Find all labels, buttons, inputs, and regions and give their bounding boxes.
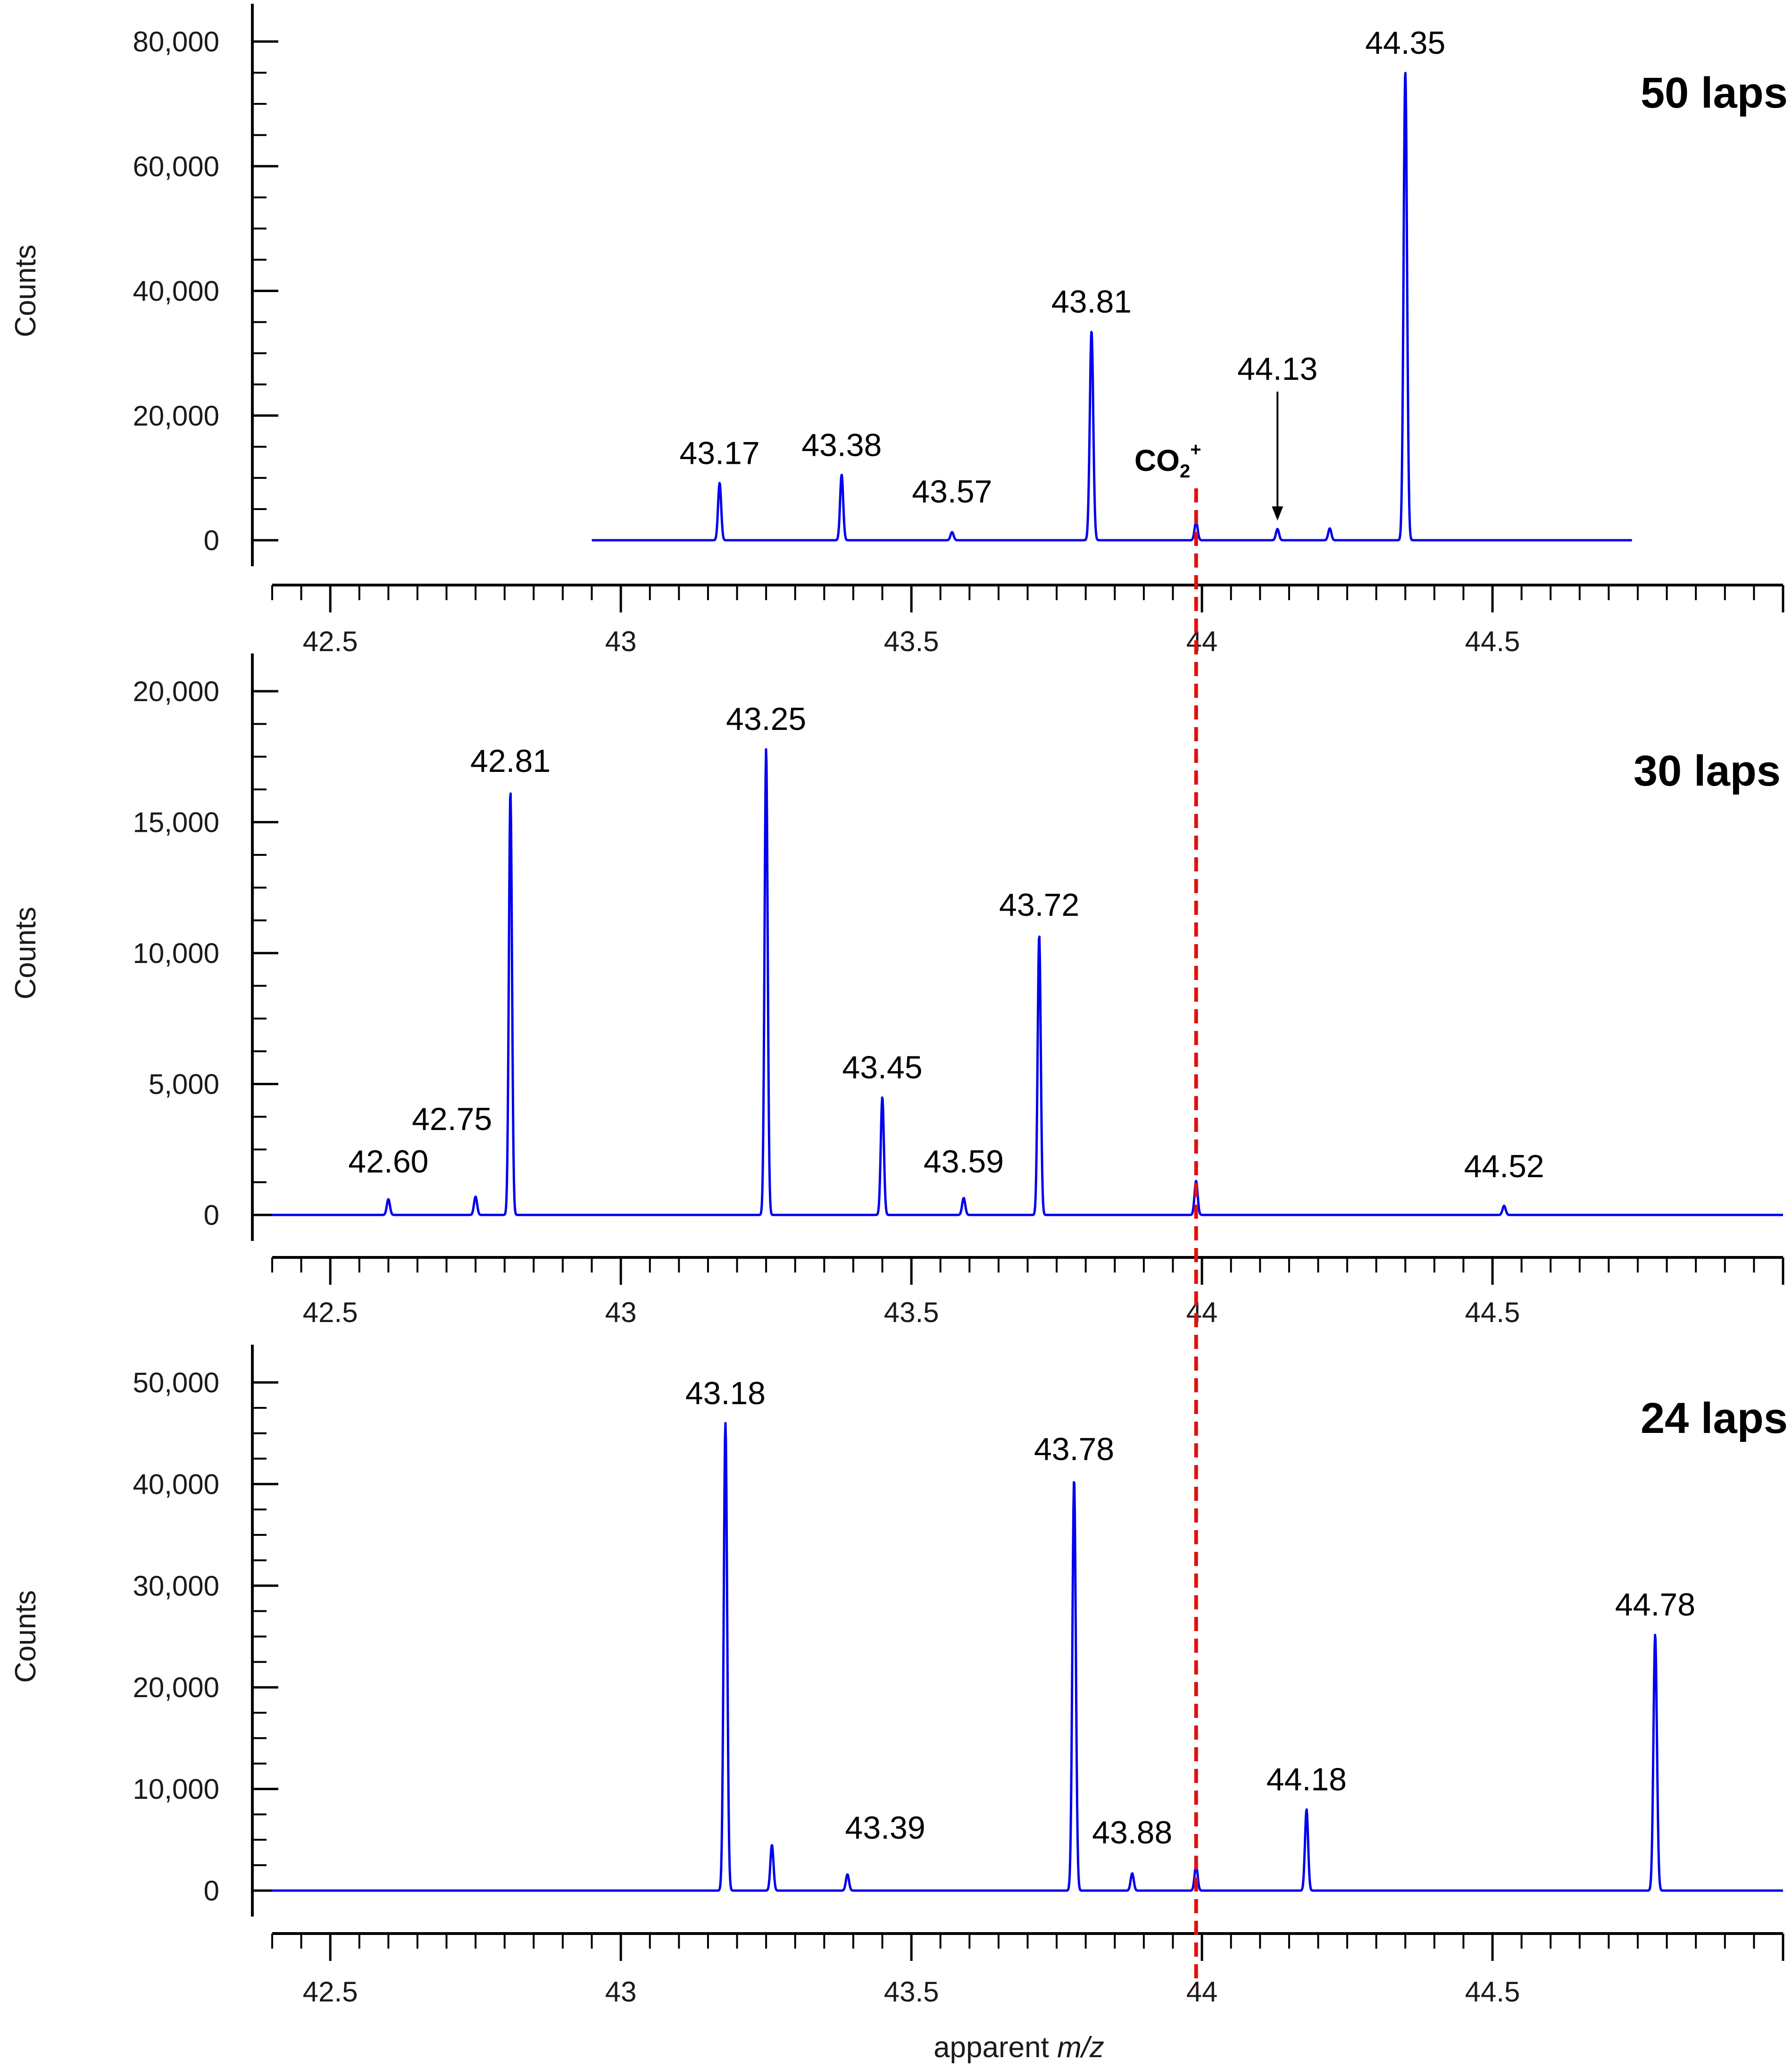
peak-label: 43.59 xyxy=(924,1144,1004,1180)
peak-label: 44.13 xyxy=(1237,351,1317,387)
peak-label: 42.75 xyxy=(412,1101,492,1137)
peak-label: 43.45 xyxy=(842,1049,922,1085)
peak-label: 43.17 xyxy=(679,435,759,471)
x-tick-label: 44 xyxy=(1186,1297,1218,1328)
x-tick-label: 43.5 xyxy=(884,1976,939,2008)
x-tick-label: 44.5 xyxy=(1465,626,1520,657)
x-tick-label: 43 xyxy=(605,1297,637,1328)
panels: 0 20,000 40,000 60,000 80,000 Counts 42.5 43 43.… xyxy=(9,4,1788,2008)
arrow-head xyxy=(1272,506,1284,521)
spectrum-line xyxy=(271,1422,1784,1892)
peak-label: 43.18 xyxy=(685,1375,766,1411)
peak-label: 42.81 xyxy=(470,743,550,779)
x-tick-label: 43 xyxy=(605,1976,637,2008)
y-tick-label: 20,000 xyxy=(133,1672,219,1703)
co2-annotation: CO2+ xyxy=(1134,439,1201,482)
y-tick-label: 0 xyxy=(204,525,219,556)
peak-label: 44.52 xyxy=(1464,1148,1544,1184)
laps-label: 50 laps xyxy=(1641,69,1788,117)
y-axis-title: Counts xyxy=(9,907,42,999)
y-tick-label: 10,000 xyxy=(133,938,219,969)
x-tick-label: 42.5 xyxy=(303,1976,358,2008)
y-tick-label: 5,000 xyxy=(149,1069,219,1100)
x-tick-label: 44.5 xyxy=(1465,1297,1520,1328)
peak-label: 44.18 xyxy=(1267,1762,1347,1798)
spectrum-line xyxy=(271,748,1784,1216)
peak-label: 44.35 xyxy=(1365,25,1445,61)
y-tick-label: 15,000 xyxy=(133,807,219,838)
peak-label: 44.78 xyxy=(1615,1587,1695,1623)
x-tick-label: 43 xyxy=(605,626,637,657)
peak-label: 43.81 xyxy=(1051,284,1132,319)
y-tick-label: 0 xyxy=(204,1875,219,1907)
y-tick-label: 20,000 xyxy=(133,676,219,707)
peak-label: 43.39 xyxy=(845,1810,925,1846)
y-tick-label: 20,000 xyxy=(133,400,219,432)
peak-label: 42.60 xyxy=(348,1144,428,1180)
x-tick-label: 44.5 xyxy=(1465,1976,1520,2008)
spectrum-line xyxy=(591,72,1633,542)
x-axis-title: apparent m/z xyxy=(934,2031,1104,2064)
y-tick-label: 60,000 xyxy=(133,151,219,182)
y-tick-label: 40,000 xyxy=(133,1468,219,1500)
peak-label: 43.25 xyxy=(726,701,806,737)
peak-label: 43.72 xyxy=(999,887,1079,923)
panel-3: 0 10,000 20,000 30,000 40,000 50,000 Counts 42.… xyxy=(9,1345,1788,2008)
x-tick-label: 43.5 xyxy=(884,626,939,657)
y-tick-label: 30,000 xyxy=(133,1570,219,1602)
laps-label: 30 laps xyxy=(1634,747,1781,795)
x-tick-label: 42.5 xyxy=(303,626,358,657)
x-tick-label: 43.5 xyxy=(884,1297,939,1328)
y-axis-title: Counts xyxy=(9,1590,42,1683)
x-tick-label: 44 xyxy=(1186,1976,1218,2008)
peak-label: 43.38 xyxy=(801,427,882,463)
y-tick-label: 80,000 xyxy=(133,26,219,58)
laps-label: 24 laps xyxy=(1641,1394,1788,1442)
y-axis-title: Counts xyxy=(9,244,42,337)
y-tick-label: 40,000 xyxy=(133,276,219,307)
peak-label: 43.88 xyxy=(1092,1815,1172,1850)
co2-label: CO2+ xyxy=(1134,439,1201,482)
panel-2: 0 5,000 10,000 15,000 20,000 Counts 42.5 43 43.5… xyxy=(9,653,1784,1328)
y-tick-label: 10,000 xyxy=(133,1774,219,1805)
y-tick-label: 50,000 xyxy=(133,1367,219,1398)
y-tick-label: 0 xyxy=(204,1199,219,1231)
x-tick-label: 42.5 xyxy=(303,1297,358,1328)
peak-label: 43.57 xyxy=(912,474,992,510)
x-tick-label: 44 xyxy=(1186,626,1218,657)
panel-1: 0 20,000 40,000 60,000 80,000 Counts 42.5 43 43.… xyxy=(9,4,1788,657)
peak-label: 43.78 xyxy=(1034,1432,1114,1467)
